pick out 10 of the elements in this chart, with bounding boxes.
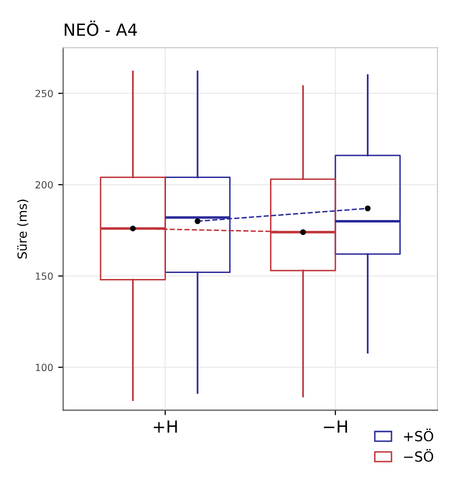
x-tick-label: −H <box>324 420 347 433</box>
y-tick-label: 150 <box>36 272 53 280</box>
x-tick-label: +H <box>154 420 177 433</box>
y-tick-label: 250 <box>36 90 53 98</box>
y-tick-label: 100 <box>36 364 53 372</box>
legend-label: +SÖ <box>404 428 434 442</box>
y-tick-label: 200 <box>36 181 53 189</box>
chart-title: NEÖ - A4 <box>64 20 137 36</box>
legend-label: −SÖ <box>404 448 434 462</box>
y-axis-title: Süre (ms) <box>17 200 28 259</box>
